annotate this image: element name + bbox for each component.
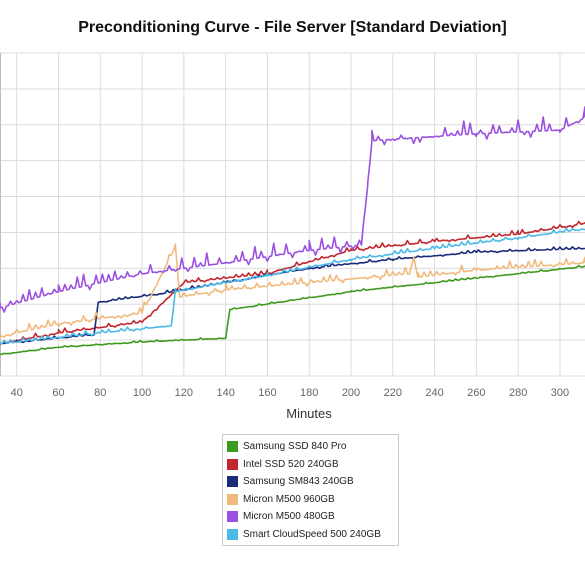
x-tick-label: 60 (52, 387, 64, 399)
x-tick-label: 100 (133, 387, 151, 399)
series-line (0, 243, 585, 340)
legend-swatch (227, 476, 238, 488)
x-tick-label: 220 (384, 387, 402, 399)
x-tick-label: 200 (342, 387, 360, 399)
series-line (0, 264, 585, 356)
legend-item: Smart CloudSpeed 500 240GB (227, 526, 398, 544)
x-axis-label: Minutes (286, 406, 332, 421)
legend-label: Smart CloudSpeed 500 240GB (243, 528, 381, 540)
legend-swatch (227, 441, 238, 453)
legend-item: Samsung SSD 840 Pro (227, 438, 398, 456)
series-line (0, 227, 585, 345)
plot-grid (0, 52, 585, 377)
x-tick-label: 180 (300, 387, 318, 399)
legend-item: Micron M500 480GB (227, 508, 398, 526)
legend-swatch (227, 458, 238, 470)
chart-legend: Samsung SSD 840 Pro Intel SSD 520 240GB Sa… (222, 434, 399, 546)
x-tick-label: 80 (94, 387, 106, 399)
legend-label: Samsung SSD 840 Pro (243, 441, 347, 453)
legend-label: Micron M500 960GB (243, 493, 335, 505)
legend-swatch (227, 493, 238, 505)
x-tick-label: 280 (509, 387, 527, 399)
legend-item: Micron M500 960GB (227, 491, 398, 509)
x-tick-label: 300 (551, 387, 569, 399)
x-tick-label: 260 (467, 387, 485, 399)
series-line (0, 106, 585, 313)
x-tick-label: 40 (11, 387, 23, 399)
legend-swatch (227, 528, 238, 540)
legend-item: Intel SSD 520 240GB (227, 456, 398, 474)
legend-label: Samsung SM843 240GB (243, 476, 354, 488)
legend-label: Intel SSD 520 240GB (243, 458, 339, 470)
x-tick-label: 240 (425, 387, 443, 399)
series-layer (0, 106, 585, 356)
x-tick-label: 140 (216, 387, 234, 399)
x-tick-label: 120 (175, 387, 193, 399)
x-axis-ticks: 40 60 80 100 120 140 160 180 200 220 240 260 280 300 (11, 387, 570, 399)
legend-swatch (227, 511, 238, 523)
x-tick-label: 160 (258, 387, 276, 399)
chart-title: Preconditioning Curve - File Server [Sta… (78, 19, 507, 36)
legend-item: Samsung SM843 240GB (227, 473, 398, 491)
legend-label: Micron M500 480GB (243, 511, 335, 523)
